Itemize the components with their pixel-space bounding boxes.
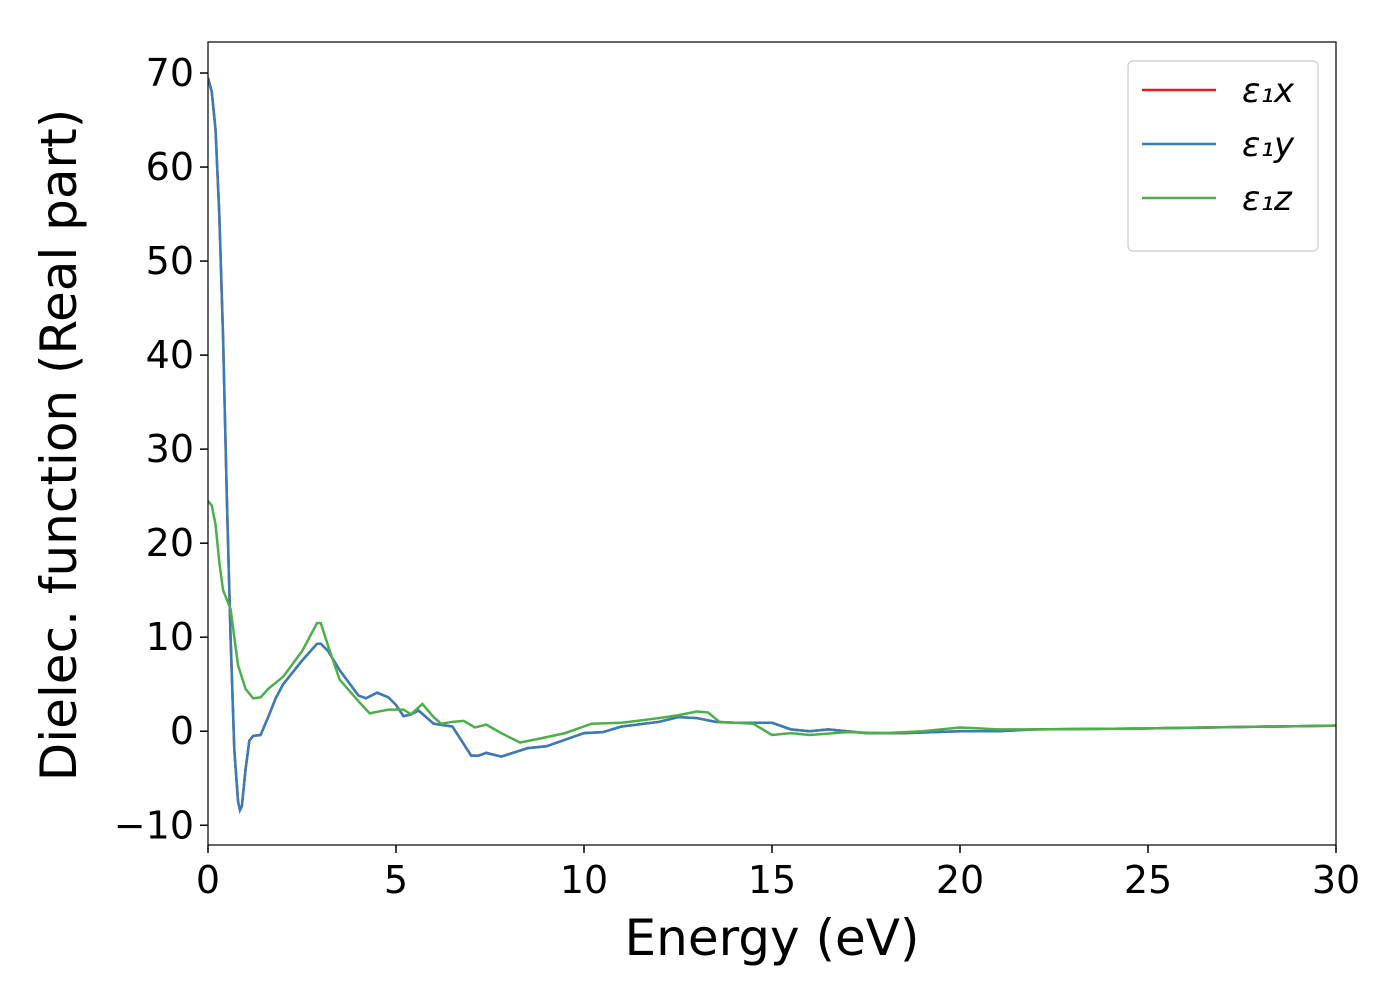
x-tick-label: 0 — [196, 858, 220, 902]
y-tick-label: 0 — [170, 709, 194, 753]
x-tick-label: 20 — [936, 858, 984, 902]
x-tick-label: 30 — [1312, 858, 1360, 902]
legend-label: ε₁z — [1242, 179, 1293, 219]
y-tick-label: 10 — [146, 615, 194, 659]
x-tick-label: 10 — [560, 858, 608, 902]
y-tick-label: 20 — [146, 521, 194, 565]
x-tick-label: 25 — [1124, 858, 1172, 902]
legend-box — [1127, 60, 1319, 252]
y-axis-title: Dielec. function (Real part) — [30, 109, 88, 781]
y-tick-label: 30 — [146, 427, 194, 471]
x-tick-label: 5 — [384, 858, 408, 902]
y-tick-label: 60 — [146, 145, 194, 189]
y-tick-label: 50 — [146, 239, 194, 283]
line-series — [208, 500, 1336, 744]
x-tick-label: 15 — [748, 858, 796, 902]
y-tick-label: −10 — [114, 803, 194, 847]
y-tick-label: 70 — [146, 51, 194, 95]
y-tick-label: 40 — [146, 333, 194, 377]
x-axis-title: Energy (eV) — [625, 909, 920, 967]
legend-label: ε₁x — [1242, 71, 1295, 111]
legend-label: ε₁y — [1242, 125, 1295, 165]
plot-frame — [207, 41, 1337, 846]
